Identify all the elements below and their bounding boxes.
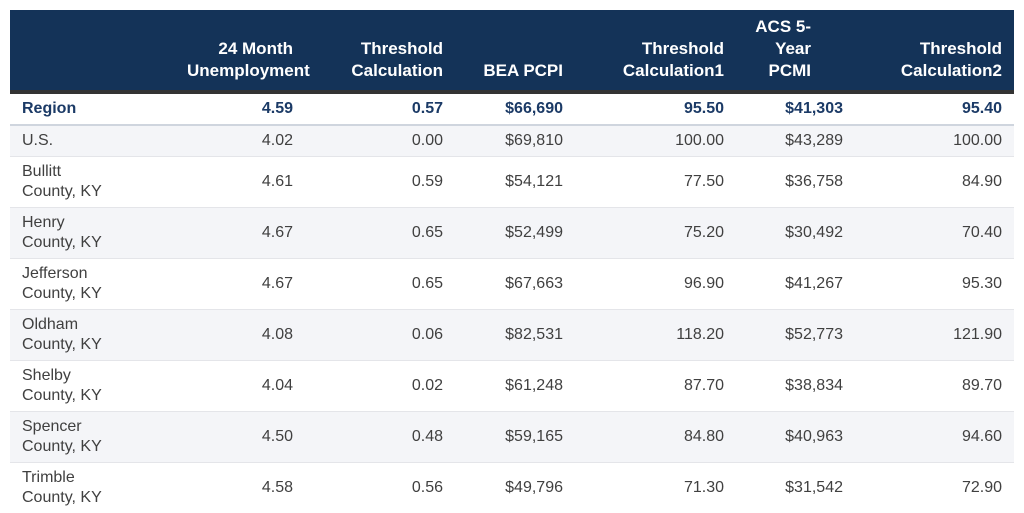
- value-cell-bea-pcpi: $52,499: [455, 207, 575, 259]
- value-cell-threshold-calculation1: 96.90: [575, 258, 736, 310]
- value-cell-threshold-calculation1: 118.20: [575, 309, 736, 361]
- value-cell-acs-5yr-pcmi: $36,758: [736, 156, 855, 208]
- value-cell-threshold-calculation: 0.65: [305, 207, 455, 259]
- summary-row: Region 4.59 0.57 $66,690 95.50 $41,303 95.40: [10, 92, 1014, 126]
- value-cell-threshold-calculation: 0.65: [305, 258, 455, 310]
- table-body: Region 4.59 0.57 $66,690 95.50 $41,303 95.40 U.…: [10, 92, 1014, 513]
- value-cell-threshold-calculation2: 94.60: [855, 411, 1014, 463]
- value-cell-threshold-calculation: 0.59: [305, 156, 455, 208]
- value-cell-unemployment-24-month: 4.67: [175, 258, 305, 310]
- region-cell: Region: [10, 92, 175, 126]
- value-cell-threshold-calculation1: 75.20: [575, 207, 736, 259]
- region-cell: U.S.: [10, 125, 175, 157]
- value-cell-threshold-calculation: 0.02: [305, 360, 455, 412]
- value-cell-threshold-calculation2: 72.90: [961, 479, 1002, 496]
- value-cell-bea-pcpi: $54,121: [455, 156, 575, 208]
- header-row: 24 Month Unemployment Threshold Calculati…: [10, 10, 1014, 94]
- column-header-threshold-calculation2: Threshold Calculation2: [855, 10, 1014, 94]
- value-cell-threshold-calculation1: 71.30: [683, 479, 724, 496]
- table-header: 24 Month Unemployment Threshold Calculati…: [10, 10, 1014, 94]
- table-row: U.S. 4.02 0.00 $69,810 100.00 $43,289 100.00: [10, 125, 1014, 157]
- value-cell-threshold-calculation: 0.00: [305, 125, 455, 157]
- value-cell-unemployment-24-month: 4.08: [175, 309, 305, 361]
- value-cell-unemployment-24-month: 4.02: [175, 125, 305, 157]
- value-cell-unemployment-24-month: 4.50: [175, 411, 305, 463]
- table-row: Trimble County, KY 4.58 0.56 $49,796 71.30 $3…: [10, 463, 1014, 513]
- value-cell-acs-5yr-pcmi: $41,303: [736, 92, 855, 126]
- value-cell-threshold-calculation1: 95.50: [575, 92, 736, 126]
- value-cell-unemployment-24-month: 4.04: [175, 360, 305, 412]
- value-cell-acs-5yr-pcmi: $38,834: [736, 360, 855, 412]
- table-row: Spencer County, KY 4.50 0.48 $59,165 84.80 $4…: [10, 411, 1014, 463]
- value-cell-threshold-calculation2: 121.90: [855, 309, 1014, 361]
- region-cell: Jefferson County, KY: [10, 258, 175, 310]
- value-cell-unemployment-24-month: 4.58: [261, 479, 293, 496]
- table-row: Oldham County, KY 4.08 0.06 $82,531 118.20 $5…: [10, 309, 1014, 361]
- column-header-unemployment-24-month: 24 Month Unemployment: [175, 10, 310, 94]
- value-cell-threshold-calculation: 0.48: [305, 411, 455, 463]
- value-cell-acs-5yr-pcmi: $52,773: [736, 309, 855, 361]
- value-cell-threshold-calculation2: 95.30: [855, 258, 1014, 310]
- value-cell-threshold-calculation: 0.57: [305, 92, 455, 126]
- table-row: Shelby County, KY 4.04 0.02 $61,248 87.70 $38…: [10, 360, 1014, 412]
- column-header-threshold-calculation1: Threshold Calculation1: [575, 10, 736, 94]
- value-cell-threshold-calculation2: 89.70: [855, 360, 1014, 412]
- region-cell: Oldham County, KY: [10, 309, 175, 361]
- value-cell-bea-pcpi: $61,248: [455, 360, 575, 412]
- value-cell-threshold-calculation1: 77.50: [575, 156, 736, 208]
- value-cell-bea-pcpi: $67,663: [455, 258, 575, 310]
- table-row: Henry County, KY 4.67 0.65 $52,499 75.20 $30,…: [10, 207, 1014, 259]
- column-header-acs-5yr-pcmi: ACS 5- Year PCMI: [736, 10, 855, 94]
- value-cell-unemployment-24-month: 4.61: [175, 156, 305, 208]
- value-cell-bea-pcpi: $66,690: [455, 92, 575, 126]
- value-cell-acs-5yr-pcmi: $43,289: [736, 125, 855, 157]
- value-cell-acs-5yr-pcmi: $41,267: [736, 258, 855, 310]
- value-cell-acs-5yr-pcmi: $30,492: [736, 207, 855, 259]
- region-cell: Spencer County, KY: [10, 411, 175, 463]
- table-row: Bullitt County, KY 4.61 0.59 $54,121 77.50 $3…: [10, 156, 1014, 208]
- value-cell-threshold-calculation2: 84.90: [855, 156, 1014, 208]
- value-cell-acs-5yr-pcmi: $31,542: [785, 479, 843, 496]
- table-row: Jefferson County, KY 4.67 0.65 $67,663 96.90…: [10, 258, 1014, 310]
- value-cell-bea-pcpi: $49,796: [505, 479, 563, 496]
- column-header-bea-pcpi: BEA PCPI: [455, 10, 575, 94]
- region-cell: Shelby County, KY: [10, 360, 175, 412]
- value-cell-bea-pcpi: $69,810: [455, 125, 575, 157]
- column-header-threshold-calculation: Threshold Calculation: [305, 10, 455, 94]
- value-cell-unemployment-24-month: 4.59: [175, 92, 305, 126]
- value-cell-threshold-calculation1: 87.70: [575, 360, 736, 412]
- threshold-data-table: 24 Month Unemployment Threshold Calculati…: [10, 10, 1014, 513]
- value-cell-unemployment-24-month: 4.67: [175, 207, 305, 259]
- value-cell-threshold-calculation1: 84.80: [575, 411, 736, 463]
- value-cell-threshold-calculation2: 100.00: [855, 125, 1014, 157]
- value-cell-threshold-calculation1: 100.00: [575, 125, 736, 157]
- value-cell-threshold-calculation: 0.06: [305, 309, 455, 361]
- value-cell-threshold-calculation: 0.56: [411, 479, 443, 496]
- value-cell-acs-5yr-pcmi: $40,963: [736, 411, 855, 463]
- value-cell-bea-pcpi: $59,165: [455, 411, 575, 463]
- region-cell: Henry County, KY: [10, 207, 175, 259]
- region-cell: Bullitt County, KY: [10, 156, 175, 208]
- value-cell-threshold-calculation2: 95.40: [855, 92, 1014, 126]
- region-cell: Trimble County, KY: [22, 469, 102, 506]
- value-cell-threshold-calculation2: 70.40: [855, 207, 1014, 259]
- value-cell-bea-pcpi: $82,531: [455, 309, 575, 361]
- column-header-region: [10, 10, 175, 94]
